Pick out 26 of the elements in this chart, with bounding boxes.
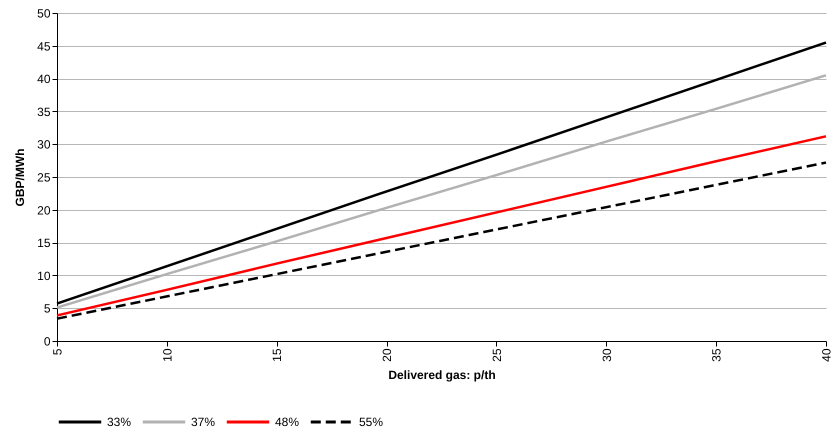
x-tick-label: 25 <box>490 348 504 362</box>
x-tick-label: 35 <box>710 348 724 362</box>
x-tick-label: 30 <box>600 348 614 362</box>
line-series <box>56 135 828 317</box>
y-tick-label: 30 <box>37 138 51 152</box>
x-axis-title: Delivered gas: p/th <box>388 368 496 382</box>
legend-label: 33% <box>107 415 132 429</box>
y-tick-label: 25 <box>37 170 51 184</box>
legend-label: 48% <box>275 415 300 429</box>
y-tick-label: 20 <box>37 203 51 218</box>
y-axis-title: GBP/MWh <box>13 148 28 206</box>
legend-label: 55% <box>359 415 384 429</box>
legend-label: 37% <box>191 415 216 429</box>
y-tick-label: 15 <box>37 236 51 250</box>
x-tick-label: 5 <box>50 348 64 356</box>
y-tick-label: 5 <box>44 302 51 316</box>
x-tick-label: 15 <box>270 348 284 362</box>
y-tick-label: 10 <box>37 268 51 283</box>
x-tick-label: 20 <box>380 348 394 362</box>
y-tick-label: 50 <box>37 6 51 20</box>
x-tick-label: 10 <box>160 348 174 362</box>
y-tick-label: 0 <box>44 334 51 348</box>
y-tick-label: 40 <box>37 72 51 86</box>
y-tick-label: 35 <box>37 104 51 119</box>
y-tick-label: 45 <box>37 39 51 54</box>
x-tick-label: 40 <box>820 348 831 362</box>
